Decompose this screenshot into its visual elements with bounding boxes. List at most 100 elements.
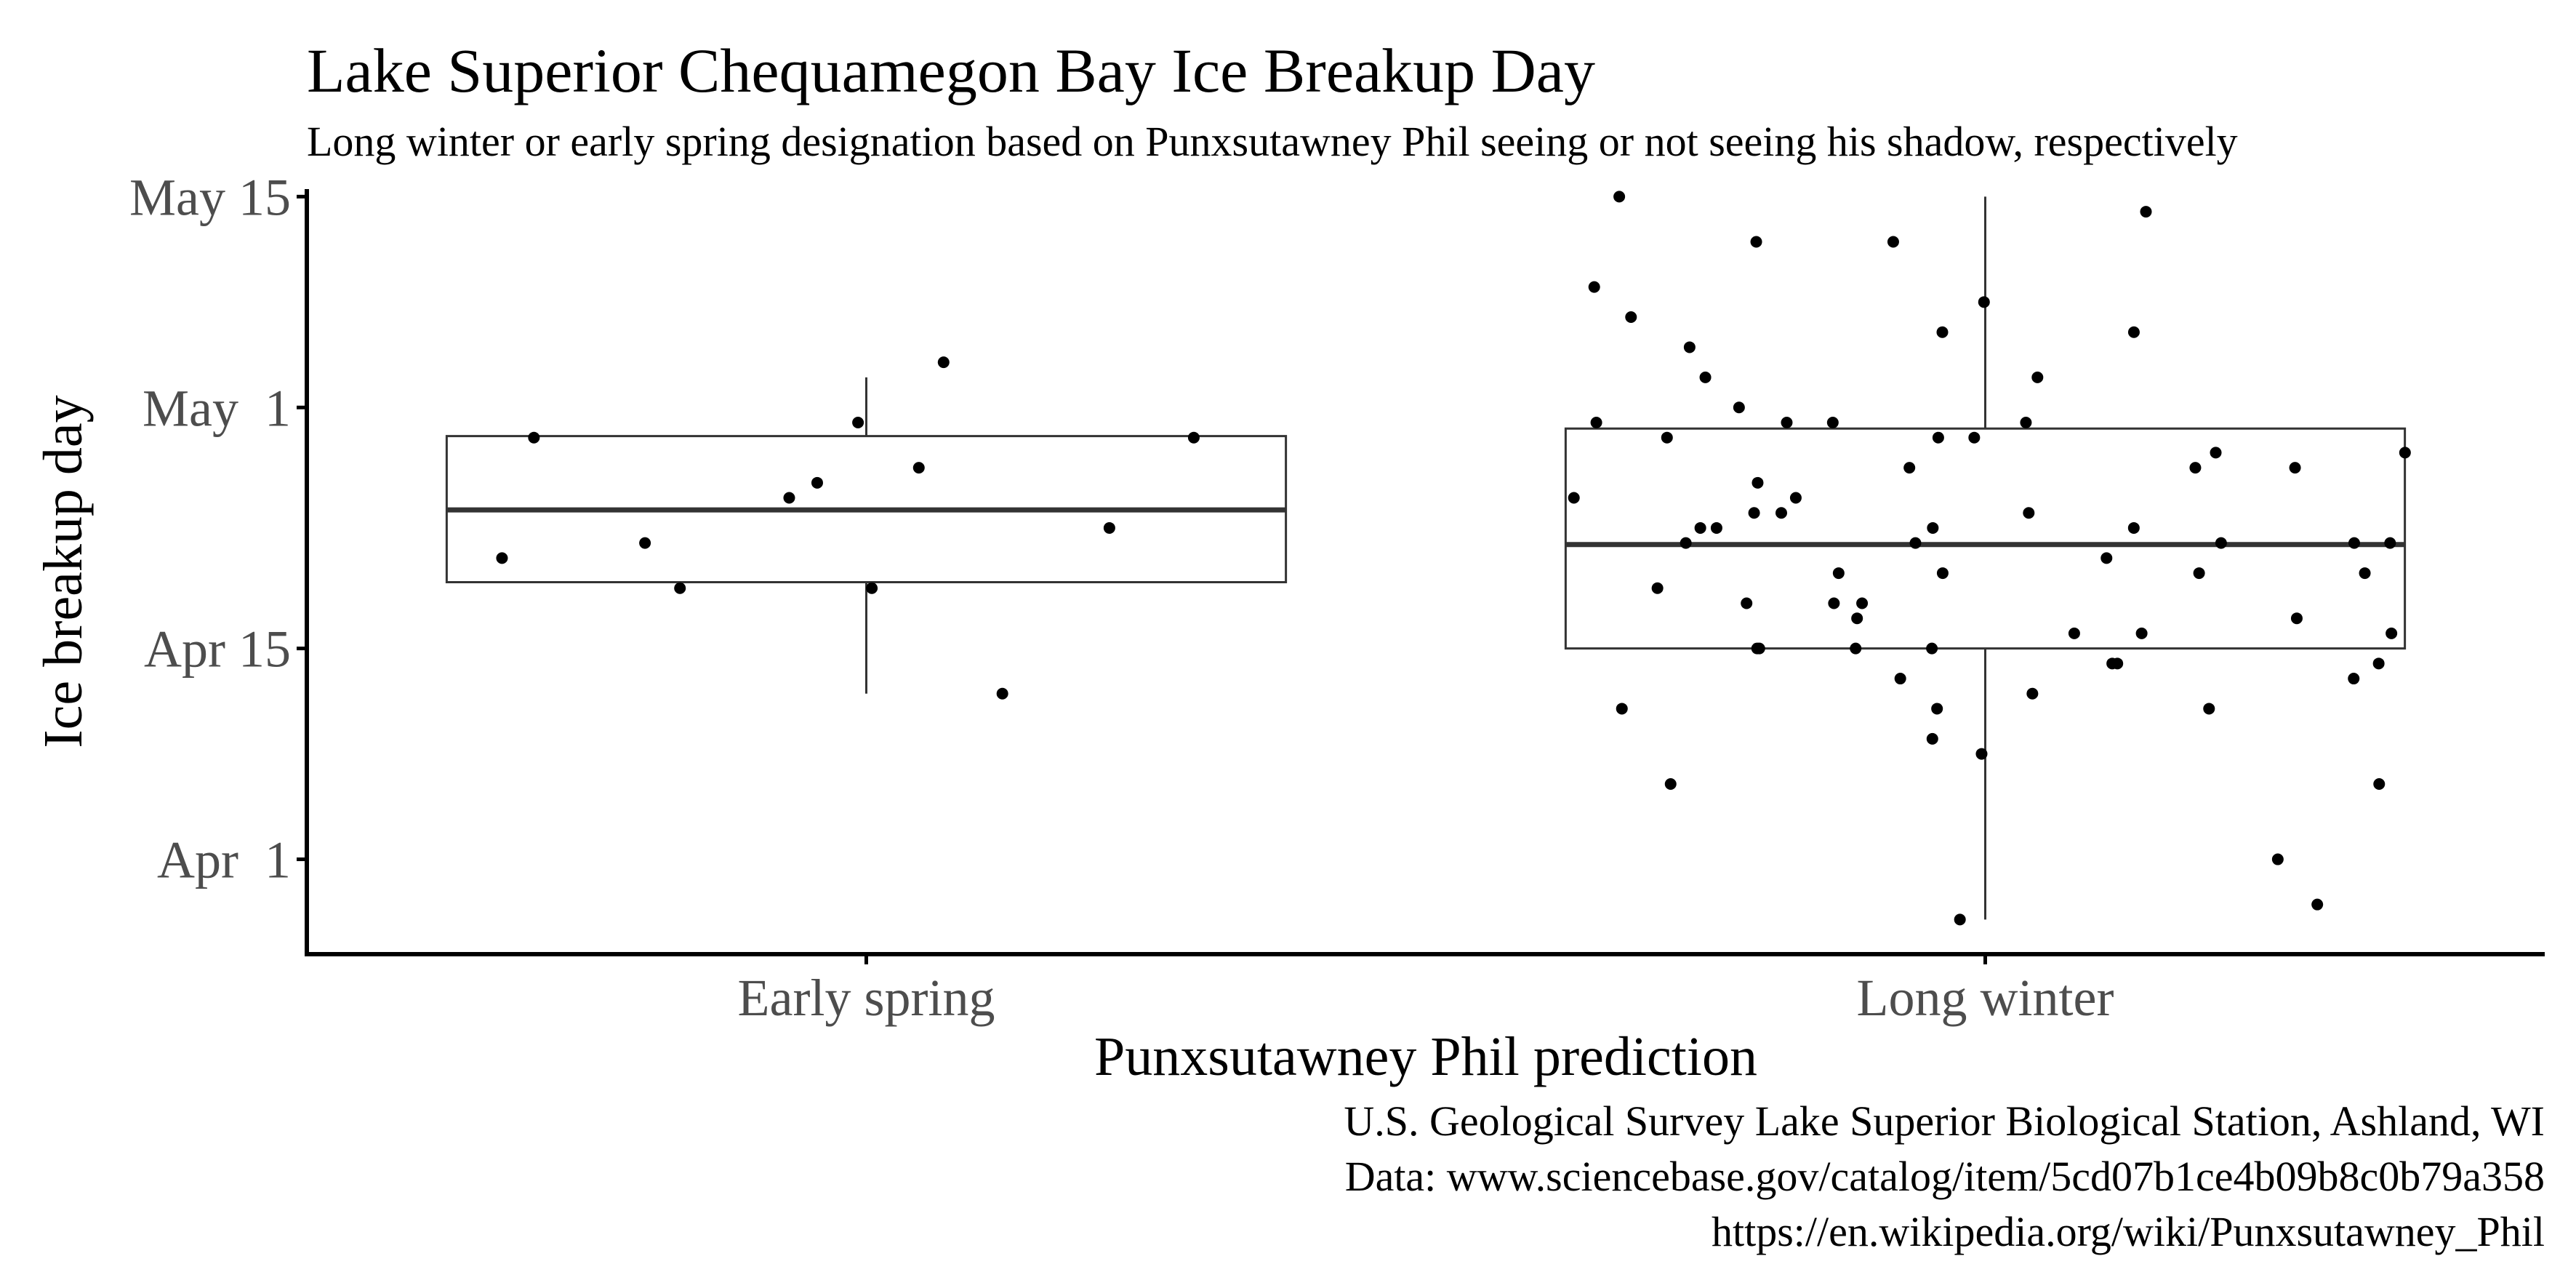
data-point [2384, 537, 2396, 549]
data-point [996, 687, 1008, 700]
data-point [1936, 567, 1949, 580]
data-point [1954, 913, 1966, 926]
data-point [528, 431, 540, 444]
data-point [1931, 703, 1943, 715]
chart-title: Lake Superior Chequamegon Bay Ice Breaku… [307, 36, 1595, 105]
x-tick-label: Long winter [1857, 969, 2114, 1027]
data-point [1694, 521, 1706, 534]
data-point [1850, 642, 1862, 655]
data-point [2023, 507, 2035, 519]
data-point [2386, 627, 2398, 639]
data-point [2271, 853, 2284, 865]
data-point [866, 582, 878, 594]
data-point [852, 416, 864, 428]
data-point [2372, 657, 2385, 670]
data-point [2020, 416, 2032, 428]
data-point [2289, 462, 2301, 474]
data-point [2100, 552, 2113, 564]
caption-line-2: Data: www.sciencebase.gov/catalog/item/5… [1345, 1153, 2545, 1200]
data-point [496, 552, 508, 564]
data-point [1968, 431, 1981, 444]
data-point [2203, 703, 2215, 715]
data-point [1613, 191, 1626, 203]
data-point [1903, 462, 1916, 474]
data-point [1683, 341, 1696, 353]
data-point [1750, 236, 1762, 248]
data-point [1775, 507, 1787, 519]
data-point [2348, 673, 2360, 685]
data-point [1826, 416, 1839, 428]
boxplots [445, 196, 2407, 920]
data-point [2373, 777, 2386, 790]
data-point [1661, 431, 1673, 444]
data-point [674, 582, 686, 594]
data-point [2359, 567, 2371, 580]
data-points [496, 191, 2411, 926]
data-point [639, 537, 651, 549]
data-point [1926, 732, 1938, 745]
data-point [1103, 521, 1115, 534]
data-point [2140, 206, 2152, 218]
data-point [1828, 597, 1840, 609]
y-tick-label: Apr 1 [157, 831, 291, 889]
data-point [811, 476, 823, 489]
y-tick-label: May 15 [129, 168, 291, 226]
data-point [1887, 236, 1899, 248]
x-axis-title: Punxsutawney Phil prediction [1094, 1026, 1757, 1087]
data-point [2290, 612, 2303, 625]
y-axis-ticks: Apr 1 Apr 15 May 1 May 15 [129, 168, 307, 889]
caption-line-3: https://en.wikipedia.org/wiki/Punxsutawn… [1712, 1208, 2545, 1255]
data-point [2189, 462, 2202, 474]
data-point [2210, 447, 2222, 459]
data-point [1932, 431, 1944, 444]
data-point [1752, 476, 1764, 489]
data-point [1975, 748, 1988, 760]
data-point [1751, 642, 1763, 655]
data-point [2031, 371, 2044, 383]
data-point [1651, 582, 1664, 594]
data-point [2127, 326, 2140, 338]
data-point [1781, 416, 1793, 428]
data-point [2026, 687, 2039, 700]
data-point [2127, 521, 2140, 534]
data-point [1856, 597, 1869, 609]
data-point [1748, 507, 1760, 519]
data-point [937, 356, 950, 369]
data-point [2106, 657, 2119, 670]
data-point [1733, 401, 1745, 414]
data-point [1699, 371, 1712, 383]
caption-line-1: U.S. Geological Survey Lake Superior Bio… [1344, 1097, 2545, 1145]
data-point [1187, 431, 1200, 444]
data-point [1710, 521, 1722, 534]
data-point [1680, 537, 1692, 549]
data-point [2348, 537, 2360, 549]
data-point [1978, 296, 1990, 308]
data-point [1568, 492, 1580, 504]
x-axis-ticks: Early spring Long winter [738, 954, 2114, 1027]
data-point [1851, 612, 1863, 625]
data-point [2399, 447, 2411, 459]
data-point [2215, 537, 2227, 549]
data-point [2068, 627, 2080, 639]
data-point [1664, 777, 1677, 790]
data-point [1625, 311, 1637, 324]
data-point [1926, 642, 1938, 655]
y-tick-label: Apr 15 [144, 620, 291, 679]
data-point [1936, 326, 1949, 338]
data-point [1894, 673, 1906, 685]
data-point [912, 462, 925, 474]
data-point [1616, 703, 1628, 715]
y-tick-label: May 1 [143, 379, 291, 437]
data-point [1909, 537, 1922, 549]
data-point [1590, 416, 1602, 428]
y-axis-title: Ice breakup day [33, 395, 94, 748]
data-point [1741, 597, 1753, 609]
data-point [1832, 567, 1845, 580]
data-point [1789, 492, 1802, 504]
iqr-box [1564, 427, 2407, 650]
data-point [1927, 521, 1939, 534]
data-point [2311, 898, 2324, 911]
chart-subtitle: Long winter or early spring designation … [307, 118, 2238, 165]
data-point [783, 492, 795, 504]
